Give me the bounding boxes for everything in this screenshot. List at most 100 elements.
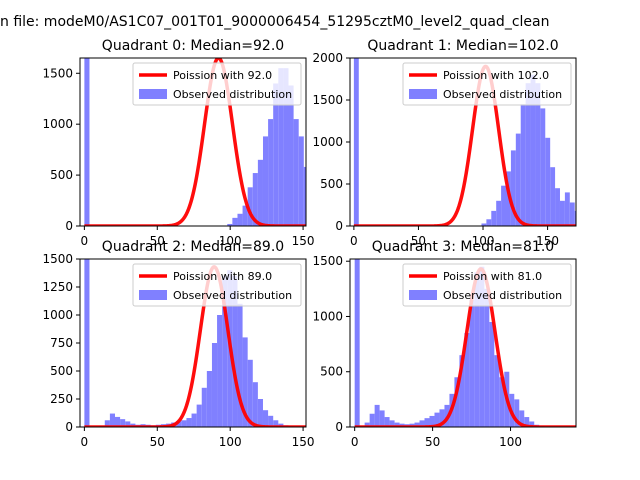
histogram-bar (510, 150, 516, 226)
histogram-bar (125, 421, 131, 427)
legend-patch-swatch (409, 89, 437, 99)
histogram-bar (489, 322, 495, 427)
histogram-bar (257, 399, 263, 427)
histogram-bar (530, 74, 536, 226)
legend: Poission with 102.0 Observed distribution (402, 62, 572, 106)
histogram-bar (324, 218, 329, 226)
x-tick-label: 0 (81, 234, 89, 248)
histogram-bar (589, 222, 594, 226)
y-tick-label: 0 (65, 219, 73, 233)
axes-frame (79, 57, 307, 227)
histogram-bar (474, 272, 480, 427)
histogram-bar (181, 420, 187, 427)
histogram-bar (469, 299, 475, 427)
x-tick-label: 50 (150, 234, 165, 248)
legend-label-poisson: Poission with 102.0 (443, 69, 549, 82)
legend-label-observed: Observed distribution (443, 88, 562, 101)
axes-frame (349, 258, 577, 428)
y-tick-label: 1500 (312, 254, 343, 268)
histogram-bar (314, 206, 319, 226)
histogram-bar (550, 167, 556, 226)
histogram-bar (559, 200, 565, 226)
histogram-bar (227, 223, 233, 226)
histogram-bar (501, 185, 507, 226)
histogram-bar (319, 213, 324, 226)
y-tick-label: 1000 (312, 135, 343, 149)
x-tick-label: 50 (150, 435, 165, 449)
y-tick-label: 500 (320, 177, 343, 191)
histogram-bar (524, 417, 530, 427)
y-tick-label: 250 (50, 392, 73, 406)
y-tick-label: 750 (50, 336, 73, 350)
histogram-bar (273, 420, 279, 427)
legend-label-observed: Observed distribution (173, 88, 292, 101)
histogram-bar (186, 418, 192, 427)
subplot-title: Quadrant 1: Median=102.0 (367, 38, 558, 54)
histogram-bar (237, 213, 243, 226)
histogram-bar (525, 83, 531, 226)
histogram-bar (529, 421, 535, 427)
legend: Poission with 81.0 Observed distribution (402, 263, 572, 307)
histogram-bar (520, 104, 526, 226)
histogram-bar (232, 275, 238, 427)
histogram-bar (479, 266, 485, 427)
x-tick-label: 50 (411, 234, 426, 248)
histogram-bar (564, 192, 570, 226)
histogram-bar (459, 355, 465, 427)
y-tick-label: 1250 (42, 280, 73, 294)
y-tick-label: 500 (50, 364, 73, 378)
histogram-bar (242, 205, 248, 226)
x-tick-label: 100 (219, 435, 242, 449)
figure-suptitle: n file: modeM0/AS1C07_001T01_9000006454_… (0, 14, 549, 30)
histogram-bar (394, 422, 400, 427)
y-tick-label: 2000 (312, 51, 343, 65)
histogram-bar (303, 166, 306, 226)
histogram-bar (262, 410, 269, 427)
subplot-quadrant-2: 0 50 100 1500250500750100012501500Quadrant … (42, 239, 314, 449)
histogram-bar (540, 108, 546, 226)
histogram-bar (283, 68, 289, 226)
y-tick-label: 0 (335, 420, 343, 434)
histogram-bar (545, 137, 551, 226)
histogram-bar (104, 420, 110, 427)
histogram-bar (201, 387, 207, 427)
histogram-bar (414, 422, 420, 427)
histogram-bar (481, 223, 487, 226)
histogram-bar (499, 377, 505, 427)
legend-patch-swatch (409, 290, 437, 300)
histogram-bar (515, 133, 521, 226)
legend-box (132, 263, 302, 307)
histogram-bar (252, 173, 258, 226)
histogram-bar (374, 404, 380, 427)
histogram-bar (364, 422, 370, 427)
y-tick-label: 500 (320, 365, 343, 379)
histogram-bar (247, 187, 253, 226)
legend-label-observed: Observed distribution (173, 289, 292, 302)
x-tick-label: 150 (292, 435, 315, 449)
legend: Poission with 89.0 Observed distribution (132, 263, 302, 307)
histogram-bar (222, 275, 228, 427)
histogram-bar (252, 382, 258, 427)
x-tick-label: 50 (425, 435, 440, 449)
histogram-bar (268, 415, 274, 427)
histogram-bar (389, 420, 395, 427)
histogram-bar (84, 58, 90, 226)
histogram-bar (555, 188, 560, 226)
histogram-bar (353, 58, 359, 226)
histogram-bar (429, 415, 435, 427)
x-tick-label: 150 (292, 234, 315, 248)
histogram-bar (604, 225, 609, 226)
histogram-bar (599, 224, 604, 226)
histogram-bar (580, 216, 585, 226)
histogram-bar (109, 413, 115, 427)
x-tick-label: 0 (351, 435, 359, 449)
x-tick-label: 100 (472, 234, 495, 248)
histogram-bar (176, 421, 182, 427)
y-tick-label: 1500 (312, 93, 343, 107)
histogram-bar (288, 85, 294, 226)
histogram-bar (217, 315, 223, 427)
legend-label-poisson: Poission with 81.0 (443, 270, 542, 283)
legend-box (402, 263, 572, 307)
